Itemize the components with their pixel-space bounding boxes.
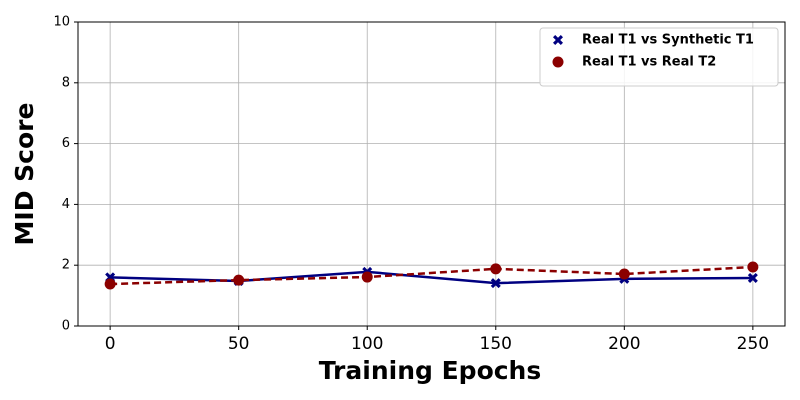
data-point — [233, 274, 245, 286]
y-tick-label: 8 — [62, 75, 70, 90]
y-tick-label: 6 — [62, 136, 70, 151]
legend-label: Real T1 vs Synthetic T1 — [582, 33, 754, 48]
series-line — [110, 270, 753, 285]
y-tick-label: 2 — [62, 258, 70, 273]
data-point — [361, 271, 373, 283]
data-point — [490, 263, 502, 275]
data-point — [747, 272, 758, 283]
x-tick-label: 200 — [608, 334, 640, 354]
x-tick-label: 0 — [105, 334, 116, 354]
data-point — [618, 268, 630, 280]
data-point — [747, 261, 759, 273]
x-tick-label: 150 — [480, 334, 512, 354]
data-point — [490, 278, 501, 289]
y-tick-label: 0 — [62, 319, 70, 334]
x-tick-label: 50 — [228, 334, 250, 354]
x-tick-label: 100 — [351, 334, 383, 354]
legend-label: Real T1 vs Real T2 — [582, 55, 716, 70]
x-tick-label: 250 — [737, 334, 769, 354]
x-axis-label: Training Epochs — [319, 356, 542, 385]
legend-box — [539, 27, 779, 87]
legend-marker — [552, 56, 564, 68]
data-point — [104, 278, 116, 290]
y-axis-label: MID Score — [10, 103, 39, 246]
y-tick-label: 10 — [53, 15, 70, 30]
y-tick-label: 4 — [62, 197, 70, 212]
legend-marker — [553, 35, 563, 45]
series-line — [110, 265, 753, 286]
plot-frame — [77, 21, 786, 327]
